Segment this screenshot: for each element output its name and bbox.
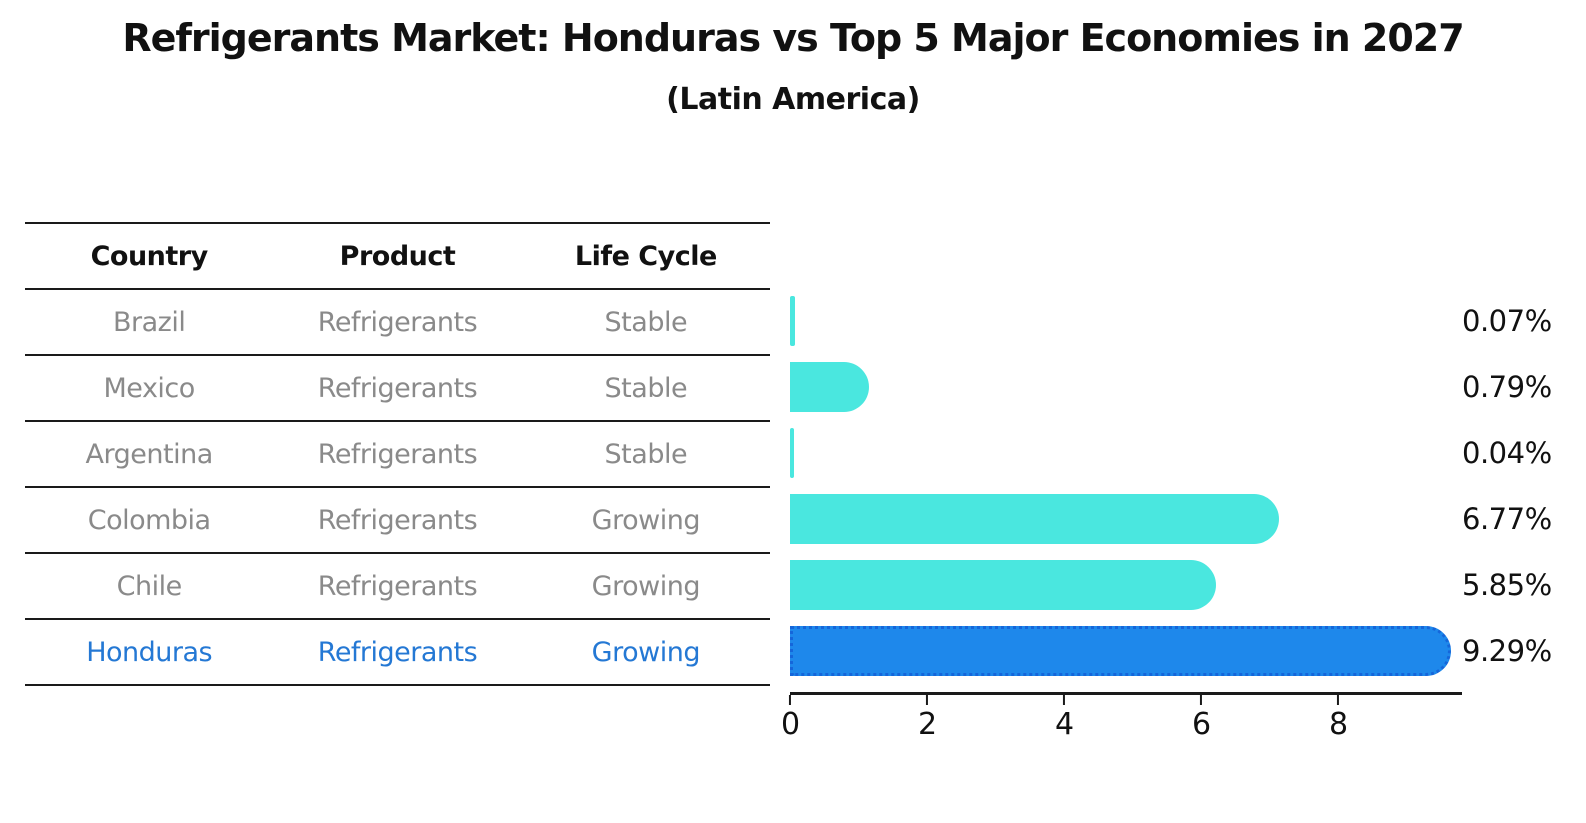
cell-country: Honduras (86, 636, 213, 668)
value-label: 5.85% (1462, 568, 1552, 602)
x-tick: 0 (780, 695, 800, 742)
value-labels: 0.07% 0.79% 0.04% 6.77% 5.85% 9.29% (1462, 288, 1552, 684)
cell-product: Refrigerants (317, 438, 478, 470)
bar-plot-area (790, 288, 1490, 684)
x-tick: 4 (1054, 695, 1074, 742)
x-axis-line (790, 692, 1462, 695)
x-tick-label: 0 (780, 707, 800, 742)
x-tick-mark (788, 695, 792, 705)
bar-row (790, 486, 1490, 552)
table-row: Colombia Refrigerants Growing (25, 488, 770, 554)
bar-row (790, 288, 1490, 354)
x-tick-mark (1062, 695, 1066, 705)
bar-colombia (790, 494, 1279, 544)
bar-argentina (790, 428, 794, 478)
x-tick-mark (1199, 695, 1203, 705)
cell-life-cycle: Stable (604, 438, 688, 470)
value-label: 0.04% (1462, 436, 1552, 470)
header-life-cycle: Life Cycle (574, 240, 717, 272)
value-label: 0.07% (1462, 304, 1552, 338)
value-label: 9.29% (1462, 634, 1552, 668)
x-tick-label: 4 (1054, 707, 1074, 742)
x-tick-label: 8 (1328, 707, 1348, 742)
cell-country: Brazil (112, 306, 186, 338)
value-label: 6.77% (1462, 502, 1552, 536)
x-tick: 8 (1328, 695, 1348, 742)
bar-mexico (790, 362, 870, 412)
cell-country: Chile (116, 570, 183, 602)
x-tick: 6 (1191, 695, 1211, 742)
cell-life-cycle: Growing (591, 570, 701, 602)
cell-product: Refrigerants (317, 636, 478, 668)
table-row: Argentina Refrigerants Stable (25, 422, 770, 488)
cell-product: Refrigerants (317, 372, 478, 404)
cell-product: Refrigerants (317, 306, 478, 338)
cell-life-cycle: Stable (604, 306, 688, 338)
header-product: Product (339, 240, 456, 272)
cell-life-cycle: Growing (591, 504, 701, 536)
chart-subtitle: (Latin America) (666, 82, 920, 117)
x-tick-label: 2 (917, 707, 937, 742)
cell-country: Colombia (87, 504, 211, 536)
table-row: Mexico Refrigerants Stable (25, 356, 770, 422)
bar-row (790, 420, 1490, 486)
header-country: Country (90, 240, 209, 272)
cell-product: Refrigerants (317, 504, 478, 536)
bar-row (790, 552, 1490, 618)
cell-product: Refrigerants (317, 570, 478, 602)
x-tick-label: 6 (1191, 707, 1211, 742)
table-row-highlighted: Honduras Refrigerants Growing (25, 620, 770, 686)
cell-country: Mexico (103, 372, 196, 404)
bar-brazil (790, 296, 795, 346)
x-tick: 2 (917, 695, 937, 742)
table-header-row: Country Product Life Cycle (25, 224, 770, 290)
table-row: Chile Refrigerants Growing (25, 554, 770, 620)
cell-life-cycle: Growing (591, 636, 701, 668)
value-label: 0.79% (1462, 370, 1552, 404)
cell-country: Argentina (85, 438, 214, 470)
bar-honduras-highlighted (790, 626, 1452, 676)
bar-row (790, 618, 1490, 684)
table-row: Brazil Refrigerants Stable (25, 290, 770, 356)
cell-life-cycle: Stable (604, 372, 688, 404)
country-table: Country Product Life Cycle Brazil Refrig… (25, 222, 770, 686)
bar-row (790, 354, 1490, 420)
chart-title: Refrigerants Market: Honduras vs Top 5 M… (122, 16, 1464, 60)
x-tick-mark (1336, 695, 1340, 705)
x-tick-mark (925, 695, 929, 705)
bar-chile (790, 560, 1216, 610)
